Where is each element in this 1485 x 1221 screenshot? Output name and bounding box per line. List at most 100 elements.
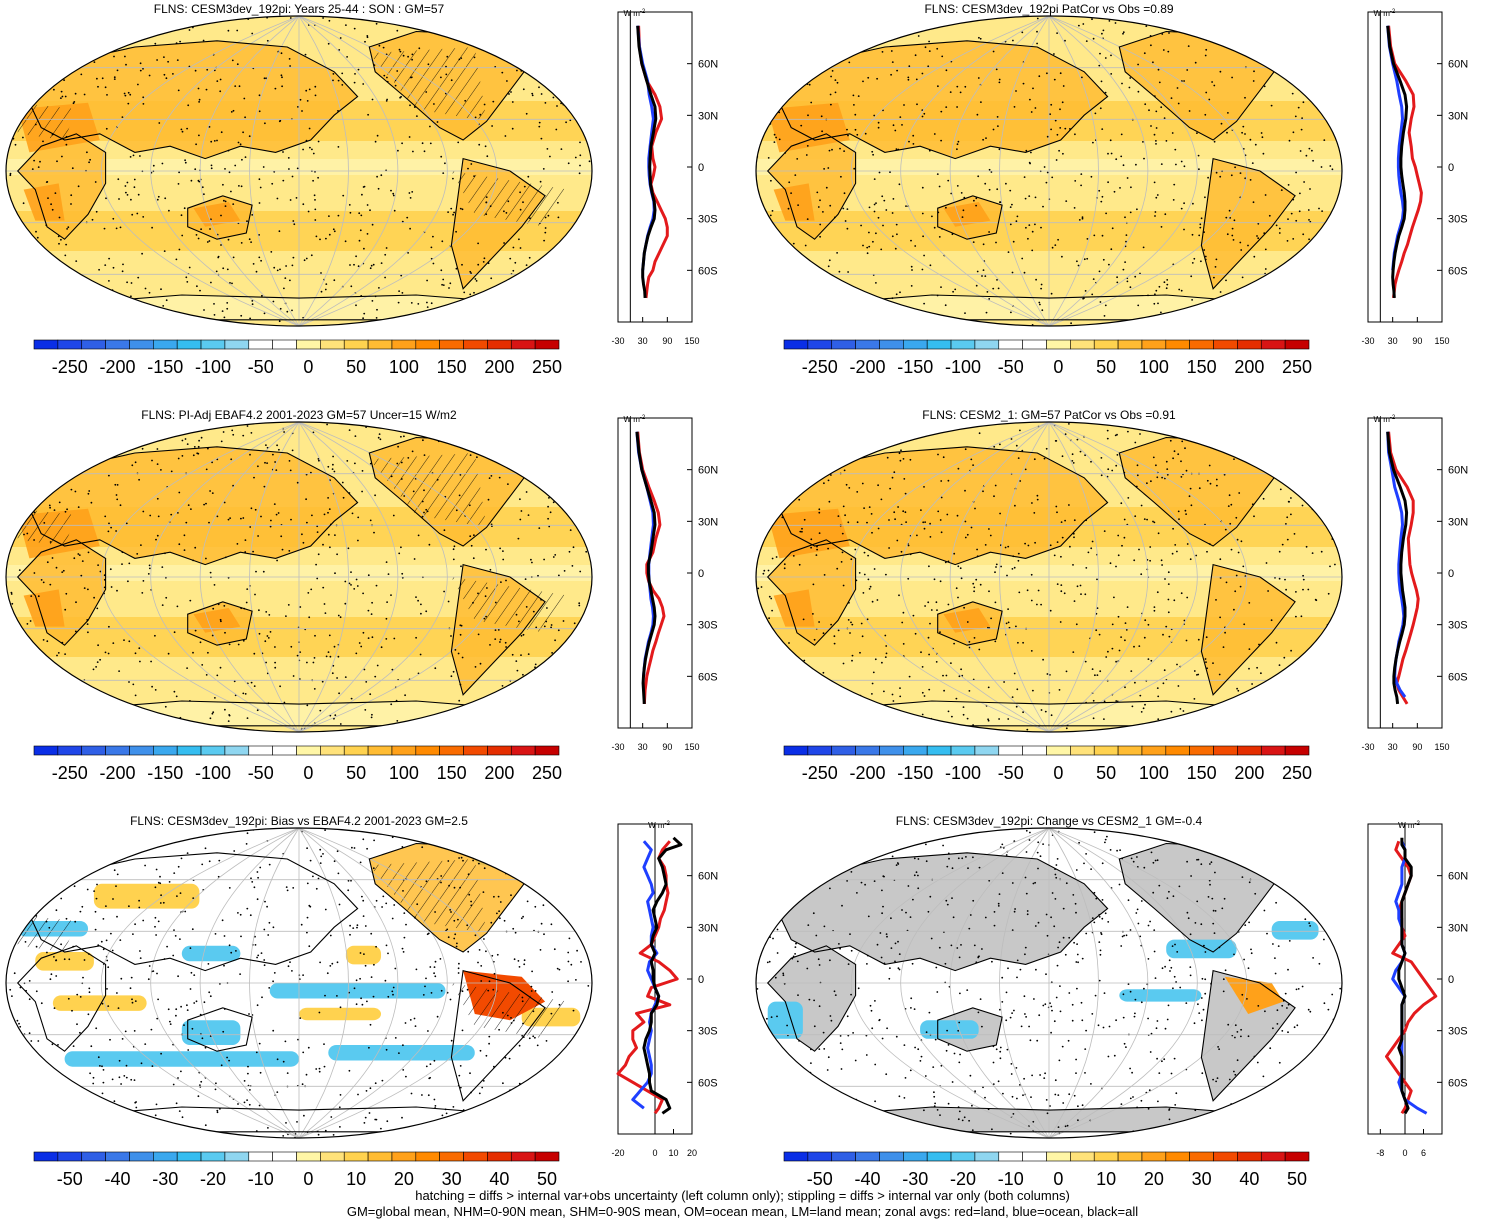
colorbar-swatch — [129, 1151, 154, 1162]
ytick-label: 30N — [1448, 110, 1468, 122]
colorbar-swatch — [248, 339, 273, 350]
colorbar-swatch — [926, 745, 952, 756]
graticule — [756, 422, 1342, 732]
xtick-label: 90 — [662, 742, 672, 752]
colorbar-label: 250 — [1282, 763, 1312, 783]
colorbar-label: 150 — [1187, 763, 1217, 783]
colorbar-label: 250 — [532, 357, 562, 377]
colorbar-swatch — [176, 1151, 202, 1162]
xtick-label: 0 — [652, 1148, 657, 1158]
ytick-label: 30N — [1448, 922, 1468, 934]
ytick-label: 60N — [1448, 871, 1468, 883]
colorbar-swatch — [248, 745, 273, 756]
coastline-africa — [766, 945, 857, 1052]
coastline-australia — [937, 195, 1003, 240]
colorbar-swatch — [415, 339, 440, 350]
map-border — [755, 15, 1343, 327]
colorbar-swatch — [415, 745, 440, 756]
zonal-frame — [1367, 11, 1443, 323]
colorbar-swatch — [1093, 1151, 1119, 1162]
ytick-label: 30S — [698, 214, 718, 226]
colorbar-label: -40 — [105, 1169, 131, 1189]
colorbar-swatch — [926, 339, 952, 350]
colorbar-swatch — [153, 339, 178, 350]
xtick-label: 10 — [668, 1148, 678, 1158]
colorbar-swatch — [105, 339, 130, 350]
colorbar-swatch — [855, 339, 880, 350]
colorbar-label: -200 — [100, 763, 136, 783]
colorbar-label: -20 — [200, 1169, 226, 1189]
colorbar-swatch — [534, 1151, 560, 1162]
stippling — [10, 423, 588, 730]
colorbar-label: -50 — [248, 357, 274, 377]
xtick-label: -20 — [611, 1148, 624, 1158]
colorbar-label: -100 — [195, 763, 231, 783]
colorbar-label: 50 — [537, 1169, 557, 1189]
panel-p2: FLNS: CESM3dev_192pi PatCor vs Obs =0.89… — [750, 0, 1485, 390]
colorbar-label: -200 — [850, 357, 886, 377]
coastline-eurasia — [28, 852, 359, 972]
ytick-label: 60S — [698, 671, 718, 683]
colorbar-label: 50 — [1096, 357, 1116, 377]
colorbar-swatch — [153, 745, 178, 756]
colorbar-swatch — [487, 1151, 512, 1162]
series-all — [636, 25, 658, 298]
colorbar-swatch — [879, 339, 904, 350]
colorbar-swatch — [1117, 745, 1143, 756]
xtick-label: 150 — [684, 336, 699, 346]
colorbar: -250 -200 -150 -100 -50 0 50 100 150 200 250 — [33, 339, 562, 377]
zonal-plot: W m-2 60N 30N 0 30S 60S -30 30 90 150 — [1361, 9, 1468, 346]
colorbar-swatch — [391, 339, 417, 350]
graticule — [6, 422, 592, 732]
colorbar-label: 200 — [484, 763, 514, 783]
series-all — [1386, 25, 1409, 298]
colorbar-label: 100 — [389, 357, 419, 377]
zonal-plot: W m-2 60N 30N 0 30S 60S -30 30 90 150 — [1361, 415, 1468, 752]
panel-title: FLNS: CESM3dev_192pi: Bias vs EBAF4.2 20… — [130, 814, 468, 828]
xtick-label: 0 — [1402, 1148, 1407, 1158]
xtick-label: 90 — [662, 336, 672, 346]
colorbar-swatch — [57, 1151, 83, 1162]
colorbar-label: -20 — [950, 1169, 976, 1189]
colorbar-swatch — [1284, 1151, 1310, 1162]
footer-note-means: GM=global mean, NHM=0-90N mean, SHM=0-90… — [346, 1204, 1139, 1219]
colorbar-label: -50 — [57, 1169, 83, 1189]
colorbar-label: -30 — [152, 1169, 178, 1189]
ytick-label: 60S — [1448, 1077, 1468, 1089]
zonal-plot: W m-2 60N 30N 0 30S 60S -20 0 10 20 — [611, 821, 718, 1158]
colorbar-swatch — [807, 339, 833, 350]
colorbar-label: -50 — [998, 357, 1024, 377]
colorbar-label: 200 — [484, 357, 514, 377]
series-land — [1387, 431, 1420, 705]
xtick-label: -8 — [1376, 1148, 1384, 1158]
colorbar-label: 20 — [1144, 1169, 1164, 1189]
units-label: W m-2 — [1373, 9, 1395, 18]
colorbar-label: -200 — [850, 763, 886, 783]
colorbar-swatch — [998, 745, 1023, 756]
coastline-samerica — [1200, 563, 1296, 696]
series-land — [616, 840, 679, 1115]
ytick-label: 60N — [698, 465, 718, 477]
zonal-plot: W m-2 60N 30N 0 30S 60S -30 30 90 150 — [611, 415, 718, 752]
map-field — [6, 16, 592, 326]
stippling — [757, 423, 1336, 731]
colorbar-swatch — [33, 339, 59, 350]
colorbar-swatch — [57, 339, 83, 350]
xtick-label: 30 — [638, 742, 648, 752]
stippling — [9, 829, 590, 1138]
ytick-label: 60N — [698, 59, 718, 71]
colorbar-swatch — [1189, 745, 1214, 756]
colorbar-swatch — [272, 1151, 297, 1162]
colorbar-swatch — [1022, 1151, 1047, 1162]
colorbar-label: 100 — [1139, 357, 1169, 377]
colorbar-label: 100 — [389, 763, 419, 783]
footer-note-hatching: hatching = diffs > internal var+obs unce… — [415, 1188, 1070, 1203]
colorbar-swatch — [1284, 339, 1310, 350]
xtick-label: 150 — [684, 742, 699, 752]
colorbar-label: -50 — [807, 1169, 833, 1189]
colorbar-label: 150 — [437, 763, 467, 783]
colorbar-swatch — [783, 339, 809, 350]
coastline-australia — [937, 1007, 1003, 1052]
coastline-eurasia — [778, 446, 1109, 566]
